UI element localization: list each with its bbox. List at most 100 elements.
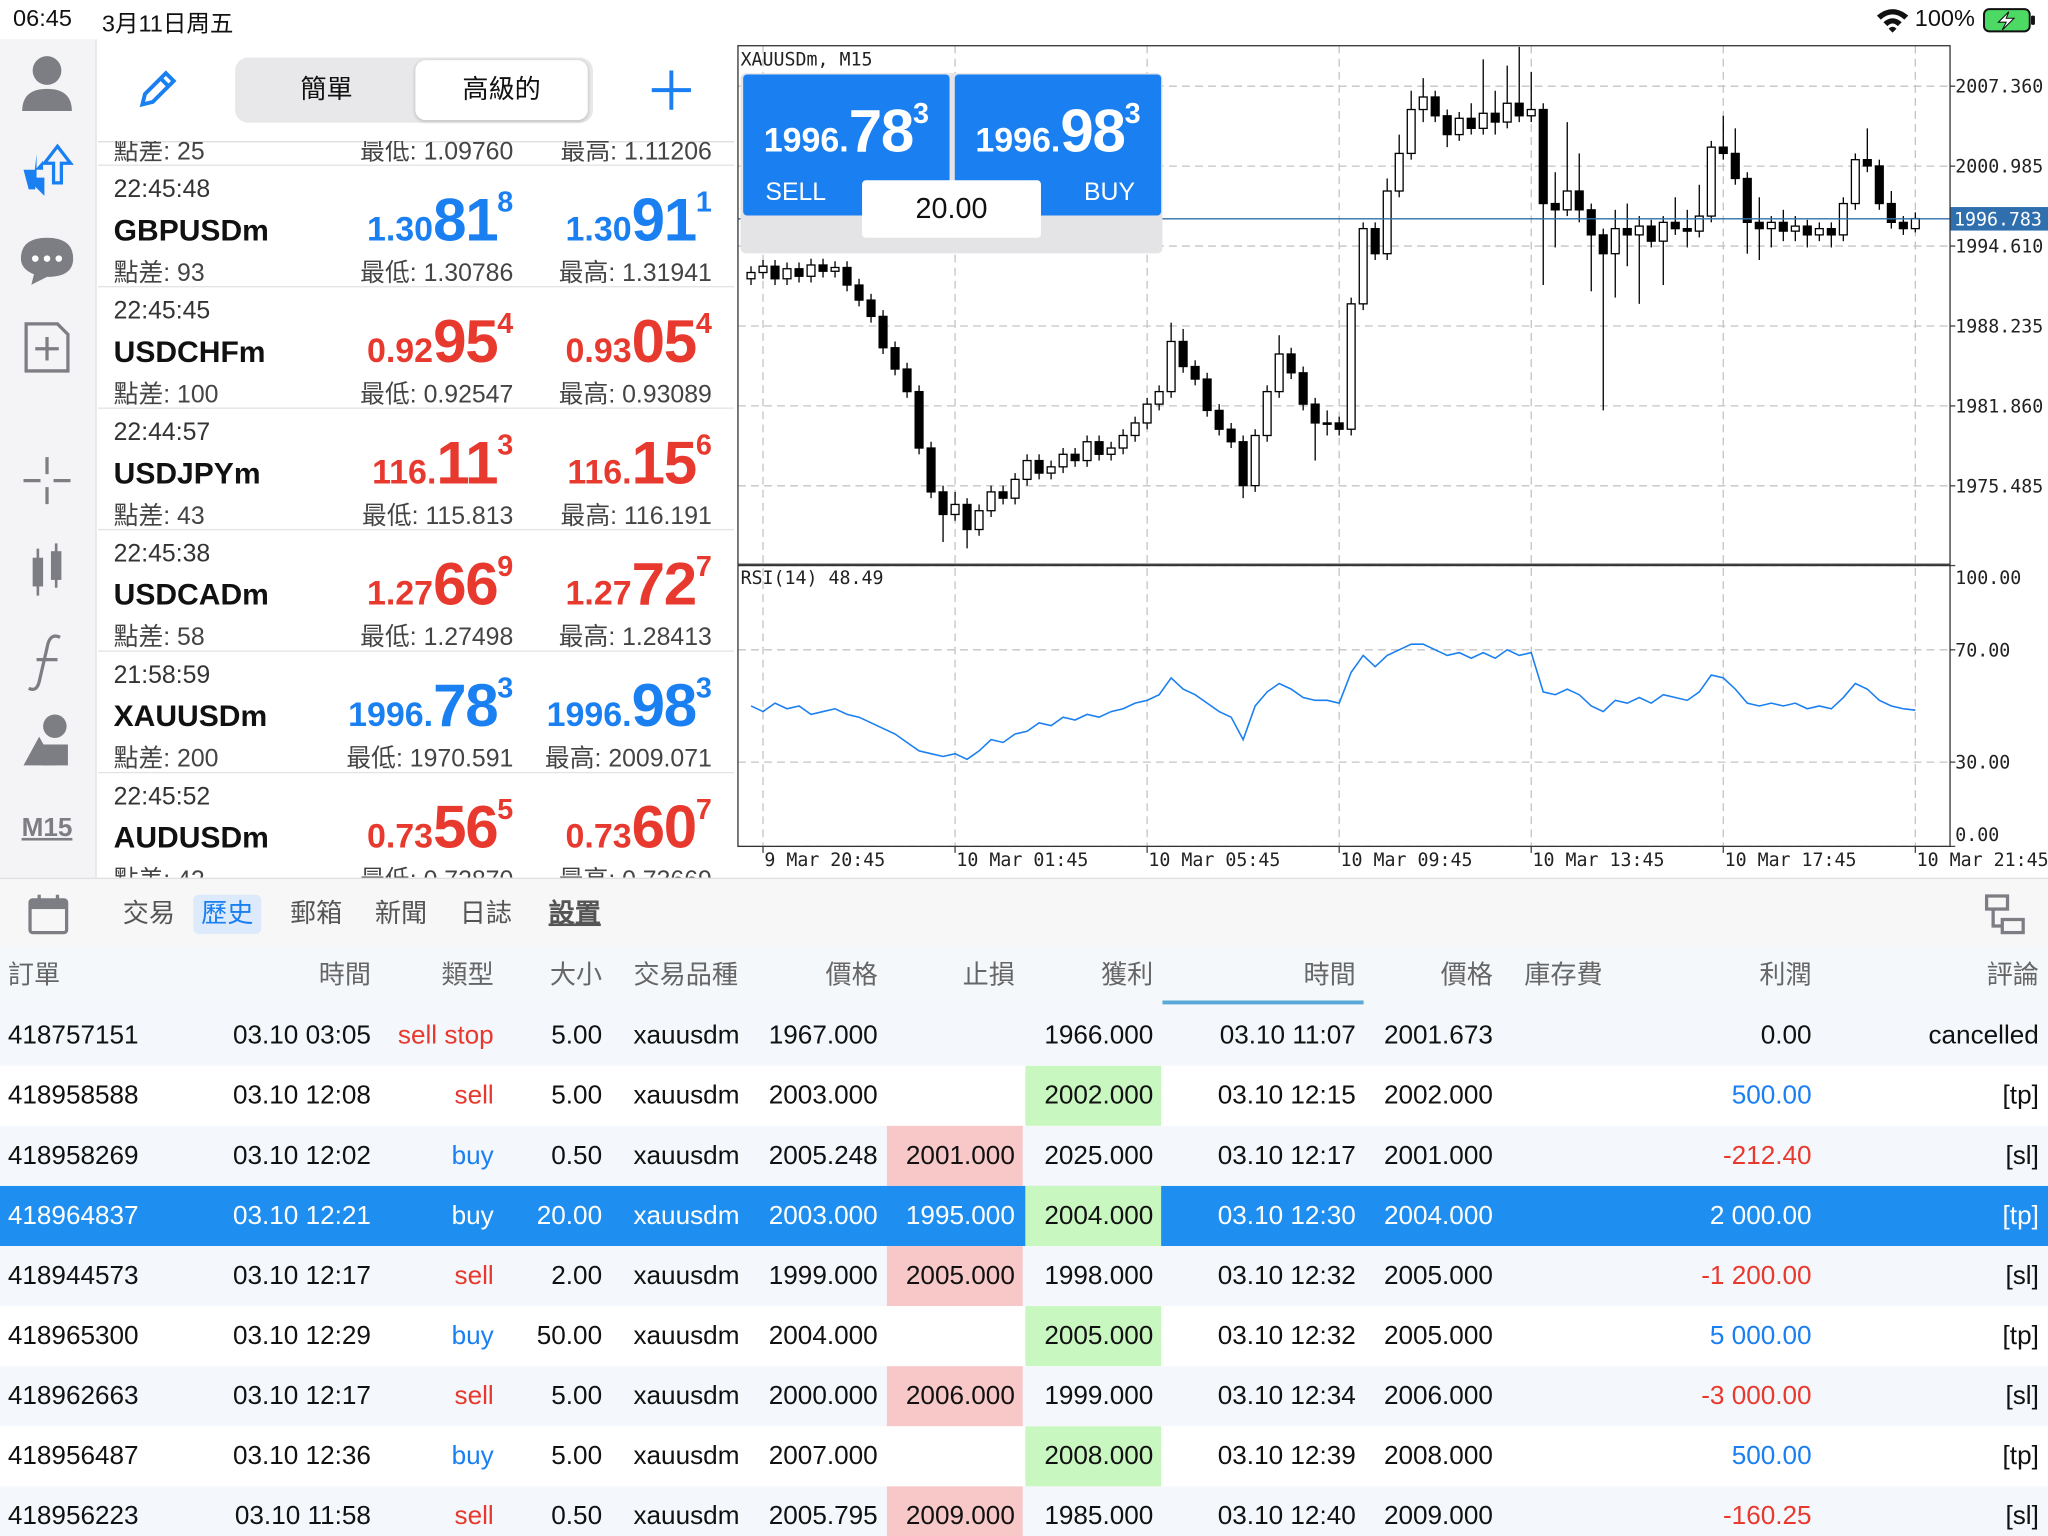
table-cell: 5.00 <box>551 1081 603 1111</box>
candle-body <box>1658 221 1668 242</box>
table-cell: 418956487 <box>7 1441 139 1471</box>
quote-row[interactable]: 22:45:45 USDCHFm 點差: 100 最低: 0.92547 最高: 0.9… <box>97 287 735 409</box>
table-cell: -3 000.00 <box>1701 1381 1812 1411</box>
history-row[interactable]: 418956223 03.10 11:58 sell 0.50 xauusdm 2005.… <box>0 1486 2048 1536</box>
high: 最高: 0.93089 <box>558 381 712 409</box>
candles <box>746 46 1920 549</box>
mode-option[interactable]: 簡單 <box>300 75 353 105</box>
timeframe[interactable]: M15 <box>22 812 73 842</box>
spread: 點差: 200 <box>113 745 219 774</box>
history-row[interactable]: 418944573 03.10 12:17 sell 2.00 xauusdm 1999.… <box>0 1246 2048 1307</box>
high: 最高: 0.73669 <box>559 861 712 877</box>
history-row[interactable]: 418958588 03.10 12:08 sell 5.00 xauusdm 2003.… <box>0 1065 2048 1126</box>
table-cell: 03.10 12:39 <box>1217 1441 1356 1471</box>
history-row[interactable]: 418757151 03.10 03:05 sell stop 5.00 xauusdm… <box>0 1005 2048 1066</box>
history-row[interactable]: 418964837 03.10 12:21 buy 20.00 xauusdm 2003.… <box>0 1185 2048 1247</box>
price-sup: 5 <box>497 792 514 826</box>
calendar-icon[interactable] <box>26 892 70 936</box>
price-sup: 3 <box>497 428 514 462</box>
candle-body <box>1358 227 1368 305</box>
add-symbol-icon[interactable] <box>649 68 693 112</box>
quote-row[interactable]: 21:58:59 XAUUSDm 點差: 200 最低: 1970.591 最高: 20… <box>97 652 735 774</box>
table-cell: 0.00 <box>1760 1021 1812 1051</box>
candle-body <box>1298 372 1308 405</box>
layout-icon[interactable] <box>1983 892 2027 936</box>
crosshair-icon[interactable] <box>23 457 71 505</box>
spread: 點差: 43 <box>113 502 205 531</box>
tab[interactable]: 新聞 <box>374 899 428 929</box>
candle-body <box>1142 403 1152 424</box>
table-cell: 1985.000 <box>1044 1502 1154 1531</box>
table-cell: 1999.000 <box>768 1261 878 1291</box>
tab[interactable]: 郵箱 <box>289 899 343 929</box>
ask-price: 0.73607 <box>566 795 712 857</box>
cell-highlight <box>1025 1306 1162 1367</box>
candle-body <box>866 299 876 318</box>
chat-icon[interactable] <box>20 237 74 285</box>
tab[interactable]: 交易 <box>122 899 176 929</box>
price-big: 60 <box>631 792 698 861</box>
table-cell: buy <box>451 1321 494 1351</box>
tab[interactable]: 日誌 <box>459 899 512 929</box>
account-icon[interactable] <box>22 56 72 112</box>
price-big: 15 <box>631 428 698 497</box>
table-cell: xauusdm <box>633 1081 740 1111</box>
candle-body <box>1490 112 1500 123</box>
history-row[interactable]: 418965300 03.10 12:29 buy 50.00 xauusdm 2004.… <box>0 1306 2048 1367</box>
table-cell: buy <box>451 1141 494 1171</box>
candle-body <box>1262 390 1272 437</box>
candle-body <box>1850 159 1860 205</box>
quote-row[interactable]: 22:44:57 USDJPYm 點差: 43 最低: 115.813 最高: 116.… <box>97 409 735 531</box>
history-row[interactable]: 418958269 03.10 12:02 buy 0.50 xauusdm 2005.2… <box>0 1125 2048 1186</box>
spread: 點差: 58 <box>113 624 205 652</box>
table-cell: 1995.000 <box>905 1201 1015 1231</box>
quote-row[interactable]: 22:45:38 USDCADm 點差: 58 最低: 1.27498 最高: 1.28… <box>97 530 735 652</box>
table-cell: 03.10 12:08 <box>232 1081 371 1111</box>
chart-type-icon[interactable] <box>32 543 62 596</box>
y-tick-label: 2007.360 <box>1955 77 2043 98</box>
tab[interactable]: 歷史 <box>193 894 262 934</box>
price-big: 72 <box>631 549 698 618</box>
candle-body <box>818 264 828 272</box>
history-row[interactable]: 418962663 03.10 12:17 sell 5.00 xauusdm 2000.… <box>0 1366 2048 1427</box>
quote-row[interactable]: 22:45:48 GBPUSDm 點差: 93 最低: 1.30786 最高: 1.31… <box>97 166 735 288</box>
table-cell: 418958588 <box>7 1081 139 1111</box>
price-sup: 9 <box>497 549 514 583</box>
candle-body <box>1778 221 1788 232</box>
bid-price: 0.73565 <box>367 795 513 857</box>
cell-highlight <box>1025 1426 1162 1487</box>
price-pre: 1.30 <box>366 208 434 249</box>
quote-time: 21:58:59 <box>113 662 211 690</box>
candle-body <box>1130 422 1140 437</box>
volume-input[interactable]: 20.00 <box>862 180 1041 238</box>
bid-price: 1.30818 <box>366 187 513 249</box>
cell-highlight <box>886 1366 1023 1427</box>
tab[interactable]: 設置 <box>548 899 601 929</box>
sell-button[interactable]: 1996.783 SELL <box>743 74 950 216</box>
table-cell: 5 000.00 <box>1709 1321 1812 1351</box>
quote-row[interactable]: 22:45:52 AUDUSDm 點差: 42 最低: 0.72870 最高: 0.73… <box>98 773 734 878</box>
edit-icon[interactable] <box>135 68 179 112</box>
candle-body <box>1730 152 1740 180</box>
buy-button[interactable]: 1996.983 BUY <box>954 74 1162 216</box>
candle-body <box>1154 390 1164 405</box>
price-pre: 0.92 <box>366 330 434 370</box>
candle-body <box>758 265 768 274</box>
column-header: 利潤 <box>1759 961 1812 991</box>
indicator-icon[interactable] <box>28 634 61 692</box>
table-cell: -160.25 <box>1722 1502 1812 1531</box>
table-cell: 2001.000 <box>905 1141 1015 1171</box>
column-header: 時間 <box>318 961 371 991</box>
candle-body <box>1478 112 1488 129</box>
high: 最高: 1.31941 <box>558 259 712 288</box>
trade-icon[interactable] <box>23 143 74 196</box>
history-row[interactable]: 418956487 03.10 12:36 buy 5.00 xauusdm 2007.0… <box>0 1426 2048 1487</box>
mode-option[interactable]: 高級的 <box>415 60 588 121</box>
candle-body <box>1346 303 1356 430</box>
table-cell: 03.10 12:36 <box>232 1441 371 1471</box>
quote-time: 22:45:52 <box>113 783 211 812</box>
new-order-icon[interactable] <box>24 322 70 373</box>
price-big: 98 <box>1060 96 1126 165</box>
objects-icon[interactable] <box>23 714 68 766</box>
quote-row: 點差: 25 最低: 1.09760 最高: 1.11206 <box>97 141 735 166</box>
